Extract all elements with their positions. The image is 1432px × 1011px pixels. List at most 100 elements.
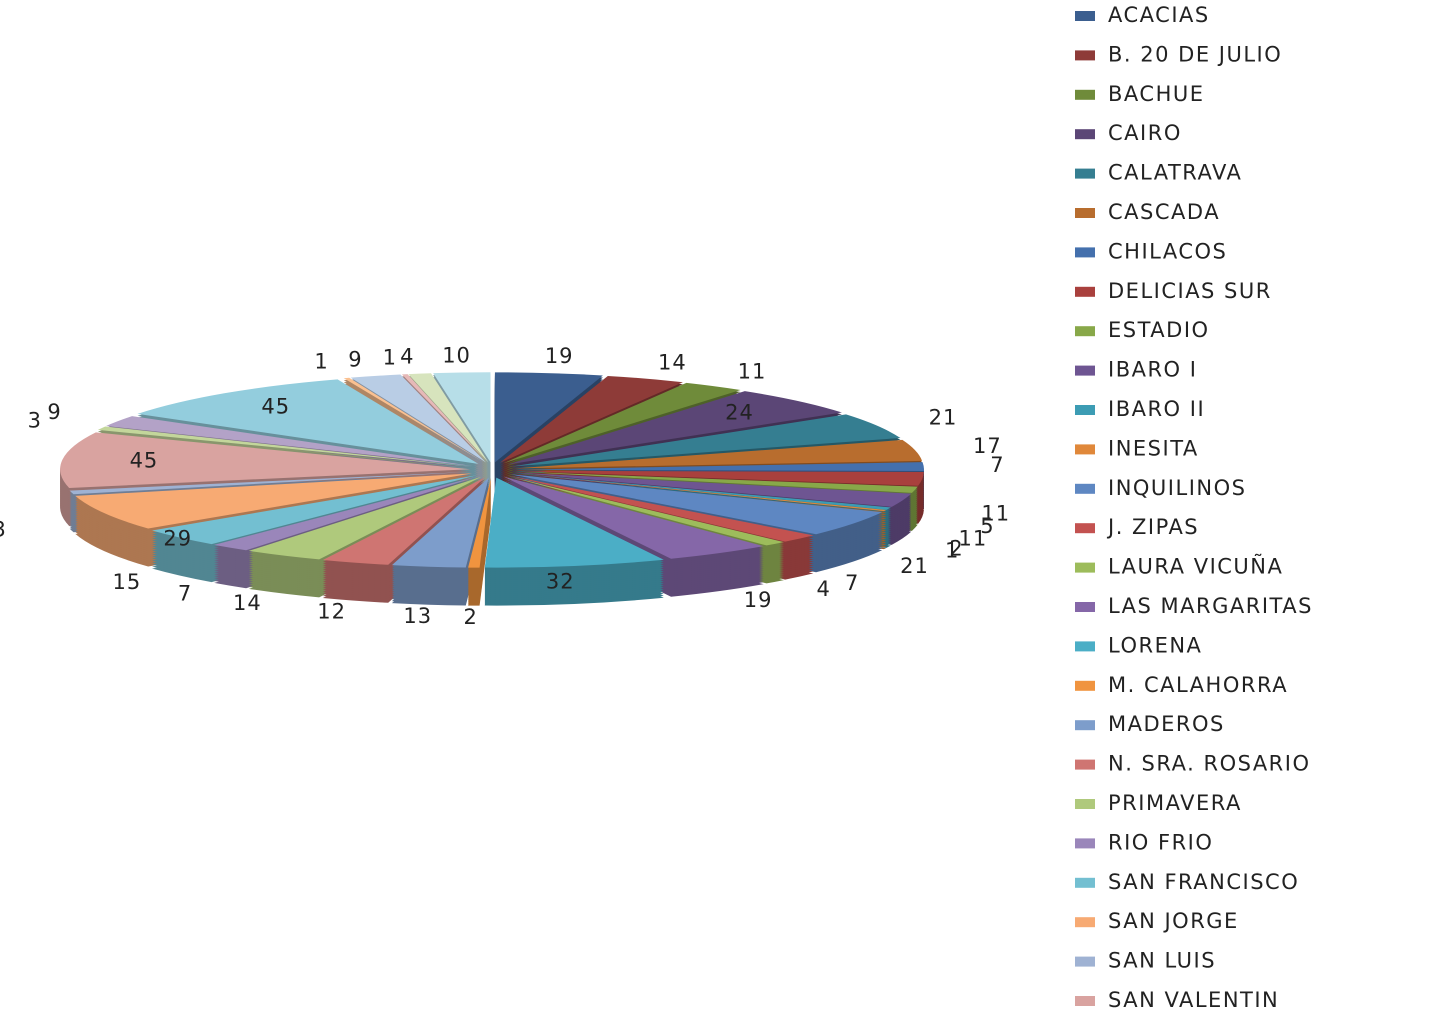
data-label: 7: [178, 582, 192, 606]
legend-swatch: [1075, 129, 1095, 140]
slice: [506, 475, 784, 546]
legend-swatch: [1075, 838, 1095, 849]
legend-label: ACACIAS: [1108, 3, 1210, 27]
data-label: 12: [317, 599, 346, 623]
data-label: 11: [958, 527, 987, 551]
slice: [106, 416, 473, 467]
slice: [512, 472, 912, 507]
data-label: 7: [990, 453, 1004, 477]
legend-label: BACHUE: [1108, 82, 1205, 106]
data-label: 2: [949, 536, 963, 560]
data-label: 3: [0, 517, 7, 541]
data-label: 24: [725, 401, 754, 425]
data-label: 29: [163, 526, 192, 550]
legend-swatch: [1075, 917, 1095, 928]
data-label: 21: [929, 405, 958, 429]
data-label: 9: [348, 347, 362, 371]
legend-label: LAS MARGARITAS: [1108, 594, 1313, 618]
legend-label: SAN VALENTIN: [1108, 988, 1279, 1011]
legend-swatch: [1075, 602, 1095, 612]
legend-swatch: [1075, 286, 1095, 297]
slice: [499, 375, 683, 463]
slice: [408, 373, 489, 463]
slice: [494, 372, 603, 463]
legend-label: N. SRA. ROSARIO: [1108, 752, 1311, 776]
legend-label: PRIMAVERA: [1108, 791, 1242, 815]
slice: [507, 391, 842, 465]
legend-swatch: [1075, 759, 1095, 770]
slice: [401, 374, 488, 463]
slice: [60, 432, 471, 488]
legend-label: SAN FRANCISCO: [1108, 870, 1299, 894]
legend-swatch: [1075, 680, 1095, 691]
legend-label: RIO FRIO: [1108, 830, 1213, 854]
legend-label: M. CALAHORRA: [1108, 673, 1288, 697]
legend-label: CHILACOS: [1108, 239, 1227, 263]
slice: [513, 439, 923, 469]
data-label: 3: [28, 408, 42, 432]
slice: [503, 476, 764, 559]
legend-label: B. 20 DE JULIO: [1108, 42, 1282, 66]
legend-label: LORENA: [1108, 633, 1202, 657]
legend-label: CAIRO: [1108, 121, 1182, 145]
slice: [75, 473, 473, 529]
legend-label: IBARO II: [1108, 397, 1205, 421]
legend-label: IBARO I: [1108, 358, 1197, 382]
legend-swatch: [1075, 641, 1095, 652]
data-label: 7: [845, 571, 859, 595]
slice: [513, 462, 924, 471]
data-label: 15: [113, 570, 142, 594]
slice: [152, 475, 477, 545]
data-label: 5: [980, 514, 994, 538]
legend-swatch: [1075, 956, 1095, 967]
slice: [511, 414, 901, 467]
slice: [512, 473, 887, 512]
legend-swatch: [1075, 523, 1095, 534]
slice: [512, 473, 891, 510]
data-label: 32: [546, 569, 575, 593]
legend-swatch: [1075, 50, 1095, 61]
slice: [214, 476, 479, 551]
slice-side: [343, 379, 485, 465]
legend-swatch: [1075, 562, 1095, 573]
data-label: 14: [658, 351, 687, 375]
slice: [97, 426, 473, 467]
data-label: 17: [973, 434, 1002, 458]
legend-label: SAN JORGE: [1108, 909, 1239, 933]
legend-swatch: [1075, 247, 1095, 258]
data-label: 19: [545, 344, 574, 368]
legend-swatch: [1075, 720, 1095, 731]
slice: [468, 477, 492, 568]
slice: [137, 379, 479, 464]
data-label: 4: [400, 345, 414, 369]
legend-swatch: [1075, 11, 1095, 21]
legend-label: MADEROS: [1108, 712, 1225, 736]
legend-label: INESITA: [1108, 436, 1199, 460]
slice: [503, 382, 741, 464]
legend-label: CALATRAVA: [1108, 161, 1242, 185]
data-label: 45: [130, 449, 159, 473]
legend-swatch: [1075, 89, 1095, 100]
legend-swatch: [1075, 208, 1095, 218]
data-label: 1: [314, 350, 328, 374]
data-label: 4: [817, 577, 831, 601]
legend-swatch: [1075, 326, 1095, 337]
data-label: 45: [261, 394, 290, 418]
slice: [391, 477, 489, 568]
data-label: 14: [233, 591, 262, 615]
slice: [69, 471, 471, 495]
slice: [484, 477, 664, 568]
slice: [350, 374, 487, 463]
data-label: 1: [383, 345, 397, 369]
slice: [513, 470, 924, 486]
data-label: 19: [744, 588, 773, 612]
legend-label: ESTADIO: [1108, 318, 1210, 342]
legend-swatch: [1075, 405, 1095, 415]
slice: [322, 477, 486, 565]
legend-swatch: [1075, 168, 1095, 179]
data-label: 13: [403, 604, 432, 628]
data-label: 10: [442, 343, 471, 367]
legend-label: LAURA VICUÑA: [1108, 553, 1283, 579]
